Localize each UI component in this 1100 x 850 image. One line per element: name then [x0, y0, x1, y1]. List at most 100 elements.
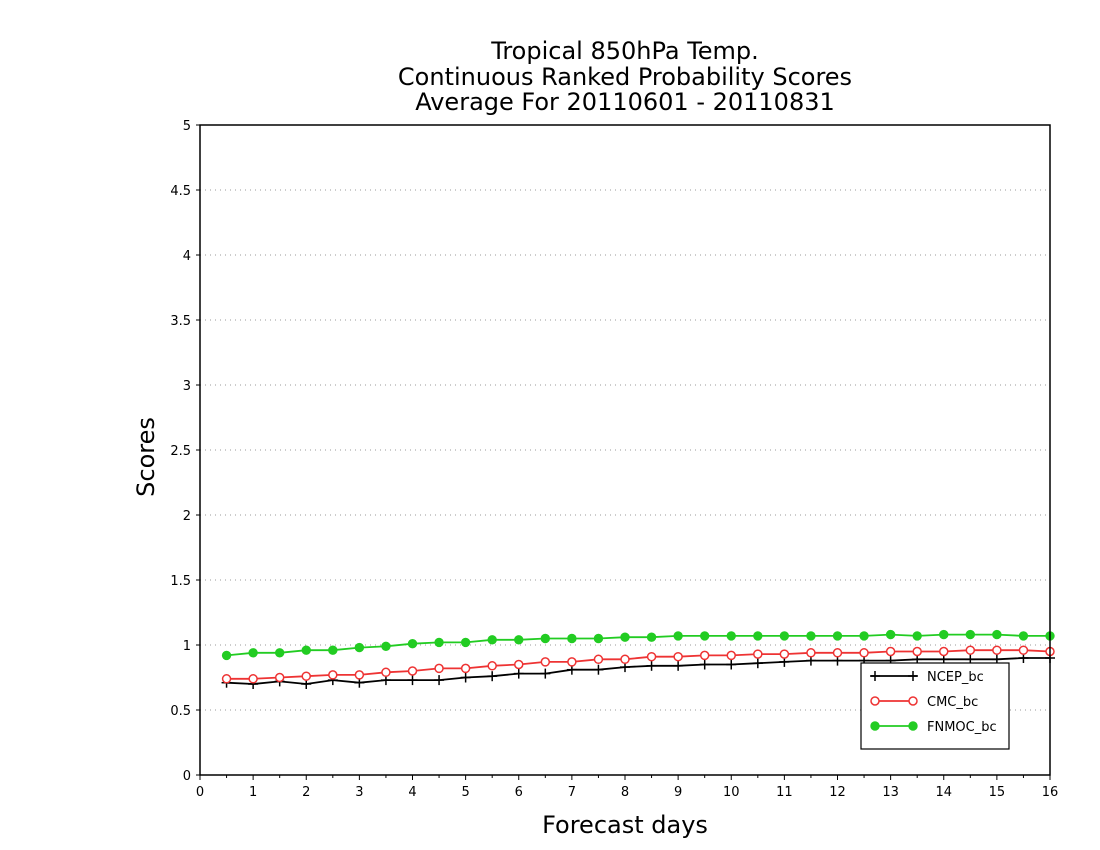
data-point-ncep-bc — [434, 675, 445, 686]
data-point-fnmoc-bc — [912, 631, 922, 641]
data-point-cmc-bc — [407, 666, 418, 676]
data-point-cmc-bc — [1018, 645, 1029, 655]
data-point-cmc-bc — [885, 646, 896, 657]
data-point-cmc-bc — [381, 667, 391, 678]
data-point-fnmoc-bc — [434, 637, 444, 648]
y-tick-label: 3 — [183, 379, 191, 394]
x-tick-label: 6 — [515, 785, 523, 800]
data-point-fnmoc-bc — [646, 632, 657, 642]
legend-box — [860, 662, 1010, 750]
x-tick-label: 9 — [674, 785, 682, 800]
data-point-cmc-bc — [567, 657, 577, 667]
data-point-fnmoc-bc — [407, 639, 418, 649]
y-tick-label: 0.5 — [170, 704, 191, 719]
y-tick-label: 1 — [183, 639, 191, 654]
data-point-cmc-bc — [939, 646, 949, 657]
data-point-cmc-bc — [646, 651, 657, 662]
data-point-cmc-bc — [673, 651, 683, 662]
series-cmc-bc — [221, 645, 1055, 684]
data-point-cmc-bc — [859, 648, 869, 658]
data-point-cmc-bc — [753, 649, 763, 659]
data-point-ncep-bc — [513, 668, 524, 679]
x-tick-label: 8 — [621, 785, 629, 800]
x-tick-label: 7 — [568, 785, 576, 800]
data-point-fnmoc-bc — [593, 633, 604, 644]
data-point-cmc-bc — [540, 657, 551, 667]
data-point-fnmoc-bc — [301, 645, 311, 655]
data-point-fnmoc-bc — [328, 645, 338, 655]
x-tick-label: 14 — [935, 785, 952, 800]
data-point-fnmoc-bc — [859, 631, 869, 641]
data-point-fnmoc-bc — [779, 631, 790, 641]
legend: NCEP_bc CMC_bc FNMOC_bc — [860, 662, 1010, 750]
data-point-cmc-bc — [620, 654, 630, 665]
data-point-cmc-bc — [779, 649, 790, 659]
y-tick-label: 4.5 — [170, 184, 191, 199]
data-point-fnmoc-bc — [753, 631, 763, 641]
data-point-cmc-bc — [912, 646, 922, 657]
data-point-cmc-bc — [806, 648, 816, 658]
legend-marker-fnmoc-bc — [908, 721, 918, 731]
legend-item-ncep-bc: NCEP_bc — [870, 670, 984, 685]
data-point-fnmoc-bc — [354, 642, 365, 653]
data-point-fnmoc-bc — [673, 631, 683, 641]
y-axis-ticks: 0 0.5 1 1.5 2 2.5 3 3.5 4 4.5 5 — [170, 119, 200, 784]
data-point-ncep-bc — [460, 672, 471, 683]
data-point-fnmoc-bc — [726, 631, 736, 641]
data-point-cmc-bc — [699, 650, 710, 661]
legend-marker-cmc-bc — [908, 696, 918, 706]
x-tick-label: 13 — [882, 785, 899, 800]
data-point-fnmoc-bc — [992, 629, 1002, 640]
data-point-cmc-bc — [221, 674, 232, 684]
y-axis-label: Scores — [132, 417, 160, 497]
data-point-ncep-bc — [699, 659, 710, 670]
y-tick-label: 5 — [183, 119, 191, 134]
data-point-cmc-bc — [460, 663, 471, 674]
data-point-fnmoc-bc — [274, 648, 285, 658]
legend-marker-ncep-bc — [870, 671, 880, 681]
data-point-ncep-bc — [646, 660, 657, 671]
data-point-cmc-bc — [354, 670, 365, 680]
data-point-fnmoc-bc — [460, 637, 471, 648]
data-point-cmc-bc — [992, 645, 1002, 655]
data-point-ncep-bc — [752, 658, 763, 669]
data-point-cmc-bc — [434, 663, 444, 674]
data-point-fnmoc-bc — [381, 641, 391, 651]
grid-lines — [200, 189, 1050, 711]
y-tick-label: 0 — [183, 769, 191, 784]
data-point-fnmoc-bc — [567, 633, 577, 644]
data-point-fnmoc-bc — [248, 648, 258, 658]
y-tick-label: 1.5 — [170, 574, 191, 589]
y-tick-label: 4 — [183, 249, 191, 264]
x-axis-ticks: 0 1 2 3 4 5 6 7 8 9 10 11 12 13 14 15 16 — [196, 775, 1058, 800]
legend-label-ncep-bc: NCEP_bc — [927, 670, 984, 685]
legend-marker-cmc-bc — [870, 696, 880, 706]
data-point-cmc-bc — [328, 670, 338, 680]
y-tick-label: 3.5 — [170, 314, 191, 329]
data-point-fnmoc-bc — [487, 635, 497, 645]
plot-frame — [199, 124, 1051, 776]
x-tick-label: 12 — [829, 785, 846, 800]
y-tick-label: 2 — [183, 509, 191, 524]
data-point-fnmoc-bc — [939, 629, 949, 640]
x-axis-label: Forecast days — [542, 811, 708, 839]
legend-item-fnmoc-bc: FNMOC_bc — [870, 720, 997, 735]
data-point-ncep-bc — [487, 671, 498, 682]
data-point-cmc-bc — [487, 661, 497, 671]
data-point-cmc-bc — [832, 648, 843, 658]
data-point-fnmoc-bc — [540, 633, 551, 644]
x-tick-label: 4 — [408, 785, 416, 800]
chart-title-line-1: Tropical 850hPa Temp. — [490, 37, 759, 65]
series-fnmoc-bc — [221, 629, 1055, 661]
data-point-fnmoc-bc — [620, 632, 630, 642]
data-point-cmc-bc — [301, 671, 311, 681]
data-point-ncep-bc — [673, 660, 684, 671]
data-point-ncep-bc — [593, 664, 604, 675]
data-point-fnmoc-bc — [806, 631, 816, 641]
legend-marker-fnmoc-bc — [870, 721, 880, 731]
chart-title-line-2: Continuous Ranked Probability Scores — [398, 63, 852, 91]
data-point-cmc-bc — [248, 674, 258, 684]
data-point-fnmoc-bc — [699, 631, 710, 641]
data-point-cmc-bc — [593, 654, 604, 665]
chart-title-line-3: Average For 20110601 - 20110831 — [415, 88, 835, 116]
